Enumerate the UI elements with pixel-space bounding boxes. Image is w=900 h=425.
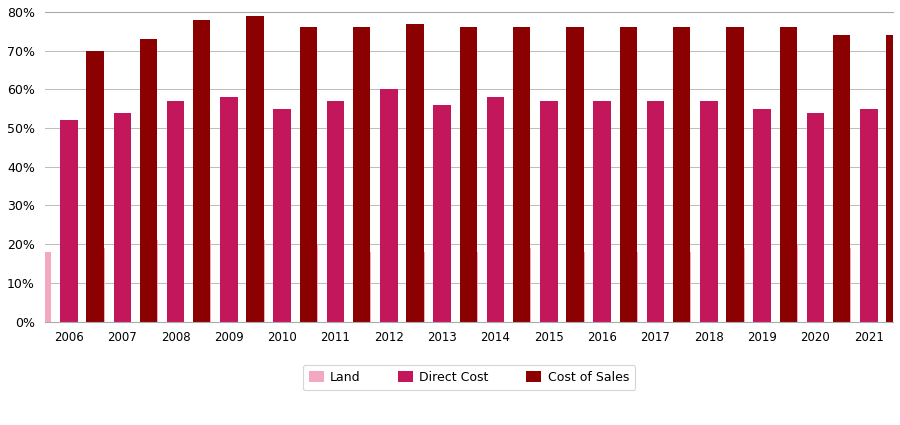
Legend: Land, Direct Cost, Cost of Sales: Land, Direct Cost, Cost of Sales — [302, 365, 635, 391]
Bar — [247, 16, 264, 322]
Bar — [327, 101, 345, 322]
Bar — [513, 28, 530, 322]
Bar — [832, 35, 850, 322]
Bar — [86, 51, 104, 322]
Bar — [487, 97, 504, 322]
Bar — [726, 28, 743, 322]
Bar — [619, 28, 637, 322]
Bar — [674, 252, 691, 322]
Bar — [354, 252, 372, 322]
Bar — [540, 101, 558, 322]
Bar — [193, 20, 211, 322]
Bar — [753, 109, 771, 322]
Bar — [886, 35, 900, 322]
Bar — [780, 244, 798, 322]
Bar — [406, 23, 424, 322]
Bar — [113, 113, 131, 322]
Bar — [593, 101, 611, 322]
Bar — [220, 97, 238, 322]
Bar — [460, 28, 477, 322]
Bar — [806, 113, 824, 322]
Bar — [700, 101, 717, 322]
Bar — [248, 240, 265, 322]
Bar — [60, 120, 77, 322]
Bar — [860, 109, 878, 322]
Bar — [194, 240, 212, 322]
Bar — [166, 101, 184, 322]
Bar — [87, 248, 104, 322]
Bar — [727, 248, 744, 322]
Bar — [567, 252, 585, 322]
Bar — [834, 248, 851, 322]
Bar — [140, 240, 158, 322]
Bar — [380, 89, 398, 322]
Bar — [140, 39, 158, 322]
Bar — [408, 252, 425, 322]
Bar — [274, 109, 291, 322]
Bar — [514, 248, 531, 322]
Bar — [434, 105, 451, 322]
Bar — [34, 252, 51, 322]
Bar — [779, 28, 797, 322]
Bar — [300, 28, 317, 322]
Bar — [461, 252, 478, 322]
Bar — [647, 101, 664, 322]
Bar — [353, 28, 371, 322]
Bar — [301, 244, 318, 322]
Bar — [621, 252, 638, 322]
Bar — [566, 28, 584, 322]
Bar — [673, 28, 690, 322]
